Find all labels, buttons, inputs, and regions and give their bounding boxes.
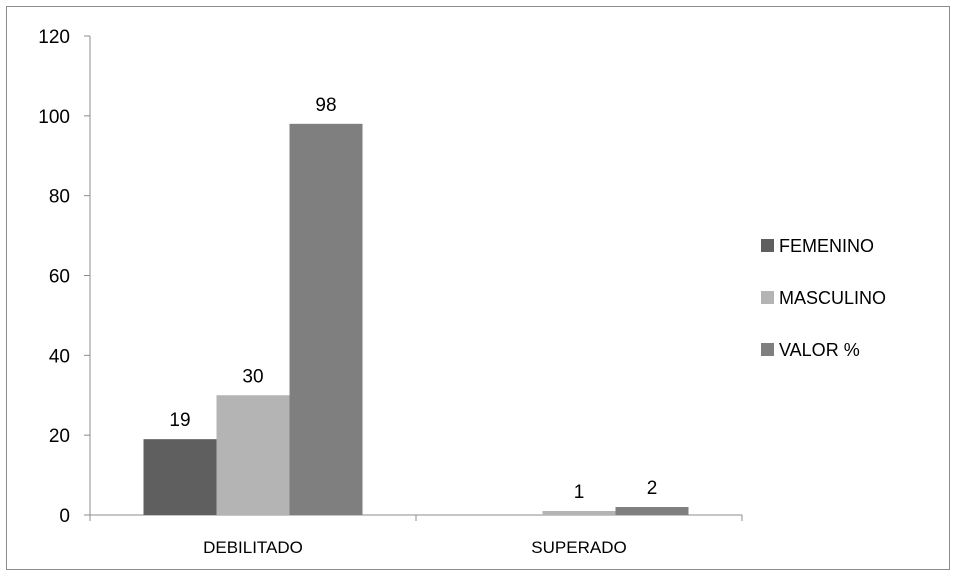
bar [615,507,689,515]
y-tick-label: 80 [49,187,70,208]
legend-swatch [761,291,774,304]
y-tick-label: 60 [49,267,70,288]
x-tick-label: DEBILITADO [203,538,303,557]
data-label: 30 [242,366,263,387]
y-tick-label: 40 [49,346,70,367]
bar [143,439,217,515]
data-label: 19 [169,410,190,431]
bar [289,123,363,516]
y-tick-label: 120 [38,27,70,48]
data-label: 1 [574,482,585,503]
bar [216,395,290,515]
legend-swatch [761,343,774,356]
data-label: 2 [647,478,658,499]
legend-swatch [761,239,774,252]
y-tick-label: 0 [59,506,70,527]
legend-label: VALOR % [779,340,860,360]
y-tick-label: 100 [38,107,70,128]
legend-label: FEMENINO [779,236,874,256]
y-tick-label: 20 [49,426,70,447]
legend-label: MASCULINO [779,288,886,308]
x-tick-label: SUPERADO [531,538,626,557]
data-label: 98 [315,95,336,116]
bar [542,511,616,515]
